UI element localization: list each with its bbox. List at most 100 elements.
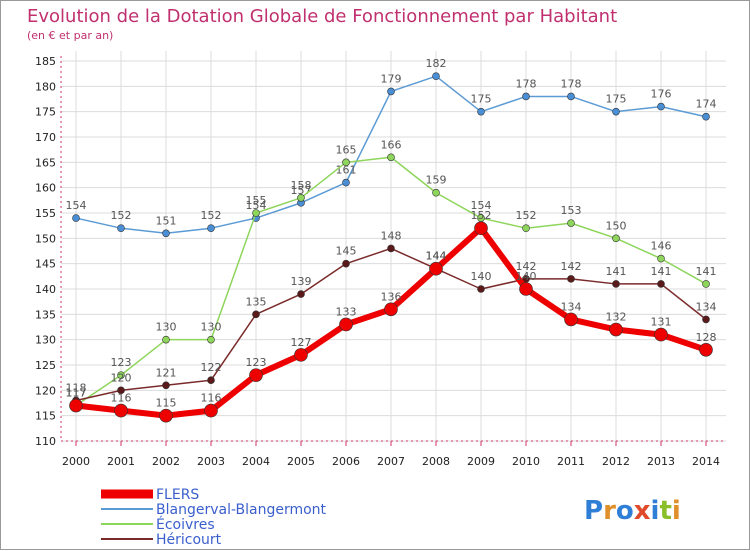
data-label: 134 <box>561 300 582 313</box>
data-label: 154 <box>471 199 492 212</box>
data-point <box>429 261 443 276</box>
data-label: 174 <box>696 98 717 111</box>
data-point <box>657 280 665 288</box>
data-point <box>117 386 125 395</box>
data-label: 116 <box>201 392 222 405</box>
data-point <box>69 398 83 413</box>
data-point <box>522 92 530 101</box>
data-label: 123 <box>111 356 132 369</box>
data-label: 116 <box>111 392 132 405</box>
data-point <box>117 224 125 232</box>
data-label: 152 <box>516 209 537 222</box>
y-tick-label: 160 <box>35 182 56 195</box>
data-label: 115 <box>156 397 177 410</box>
data-label: 142 <box>561 260 582 273</box>
data-label: 142 <box>516 260 537 273</box>
data-label: 140 <box>471 270 492 283</box>
series-flers: 117 116 115 116 123 127 133 136 144 152 140 134 132 1… <box>66 209 717 423</box>
y-tick-label: 170 <box>35 131 56 144</box>
y-tick-label: 125 <box>35 359 56 372</box>
data-point <box>654 327 668 342</box>
x-tick-label: 2011 <box>557 455 585 468</box>
data-point <box>252 209 260 217</box>
data-point <box>609 322 623 337</box>
data-point <box>522 224 530 232</box>
data-label: 144 <box>426 250 447 263</box>
data-label: 152 <box>201 209 222 222</box>
x-tick-label: 2003 <box>197 455 225 468</box>
x-tick-label: 2007 <box>377 455 405 468</box>
data-point <box>114 403 128 418</box>
data-point <box>162 335 170 344</box>
legend-label: Blangerval-Blangermont <box>156 502 327 518</box>
x-tick-label: 2001 <box>107 455 135 468</box>
data-label: 128 <box>696 331 717 344</box>
data-label: 118 <box>66 381 87 394</box>
x-tick-label: 2008 <box>422 455 450 468</box>
data-point <box>387 153 395 162</box>
data-point <box>657 102 665 111</box>
legend-label: FLERS <box>156 487 199 503</box>
y-tick-label: 175 <box>35 106 56 119</box>
data-label: 182 <box>426 57 447 70</box>
data-label: 117 <box>66 387 87 400</box>
y-tick-label: 185 <box>35 55 56 68</box>
data-label: 139 <box>291 275 312 288</box>
data-label: 148 <box>381 229 402 242</box>
y-tick-label: 115 <box>35 410 56 423</box>
data-point <box>477 285 485 293</box>
data-label: 178 <box>561 77 582 90</box>
x-tick-label: 2013 <box>647 455 675 468</box>
data-point <box>387 87 395 96</box>
data-point <box>699 342 713 357</box>
data-point <box>342 178 350 187</box>
data-point <box>432 188 440 197</box>
legend-label: Écoivres <box>156 516 215 533</box>
data-point <box>567 275 575 283</box>
legend: FLERSBlangerval-BlangermontÉcoivresHéric… <box>101 487 327 548</box>
data-label: 123 <box>246 356 267 369</box>
data-point <box>297 194 305 202</box>
data-point <box>297 290 305 298</box>
data-label: 133 <box>336 305 357 318</box>
chart-subtitle: (en € et par an) <box>27 29 113 42</box>
data-label: 141 <box>696 265 717 278</box>
data-point <box>477 107 485 116</box>
chart-title: Evolution de la Dotation Globale de Fonc… <box>27 6 617 27</box>
data-point <box>567 92 575 101</box>
data-label: 130 <box>201 321 222 334</box>
data-point <box>252 310 260 319</box>
data-point <box>612 234 620 243</box>
data-label: 176 <box>651 88 672 101</box>
data-point <box>702 315 710 324</box>
legend-label: Héricourt <box>156 532 222 548</box>
data-point <box>612 107 620 116</box>
y-tick-label: 155 <box>35 207 56 220</box>
x-tick-label: 2000 <box>62 455 90 468</box>
axes: 110 115 120 125 130 135 140 145 150 155 160 165 170 1… <box>35 55 726 468</box>
x-tick-label: 2014 <box>692 455 720 468</box>
data-label: 175 <box>606 93 627 106</box>
y-tick-label: 120 <box>35 384 56 397</box>
data-point <box>702 112 710 121</box>
data-label: 130 <box>156 321 177 334</box>
data-label: 151 <box>156 214 177 227</box>
data-label: 141 <box>651 265 672 278</box>
x-tick-label: 2002 <box>152 455 180 468</box>
data-point <box>612 280 620 288</box>
data-point <box>384 302 398 317</box>
data-label: 131 <box>651 316 672 329</box>
y-tick-label: 130 <box>35 334 56 347</box>
data-label: 179 <box>381 72 402 85</box>
x-tick-label: 2009 <box>467 455 495 468</box>
y-tick-label: 180 <box>35 80 56 93</box>
data-point <box>207 376 215 385</box>
y-tick-label: 165 <box>35 156 56 169</box>
y-tick-label: 140 <box>35 283 56 296</box>
data-label: 175 <box>471 93 492 106</box>
data-point <box>474 221 488 235</box>
data-label: 132 <box>606 311 627 324</box>
